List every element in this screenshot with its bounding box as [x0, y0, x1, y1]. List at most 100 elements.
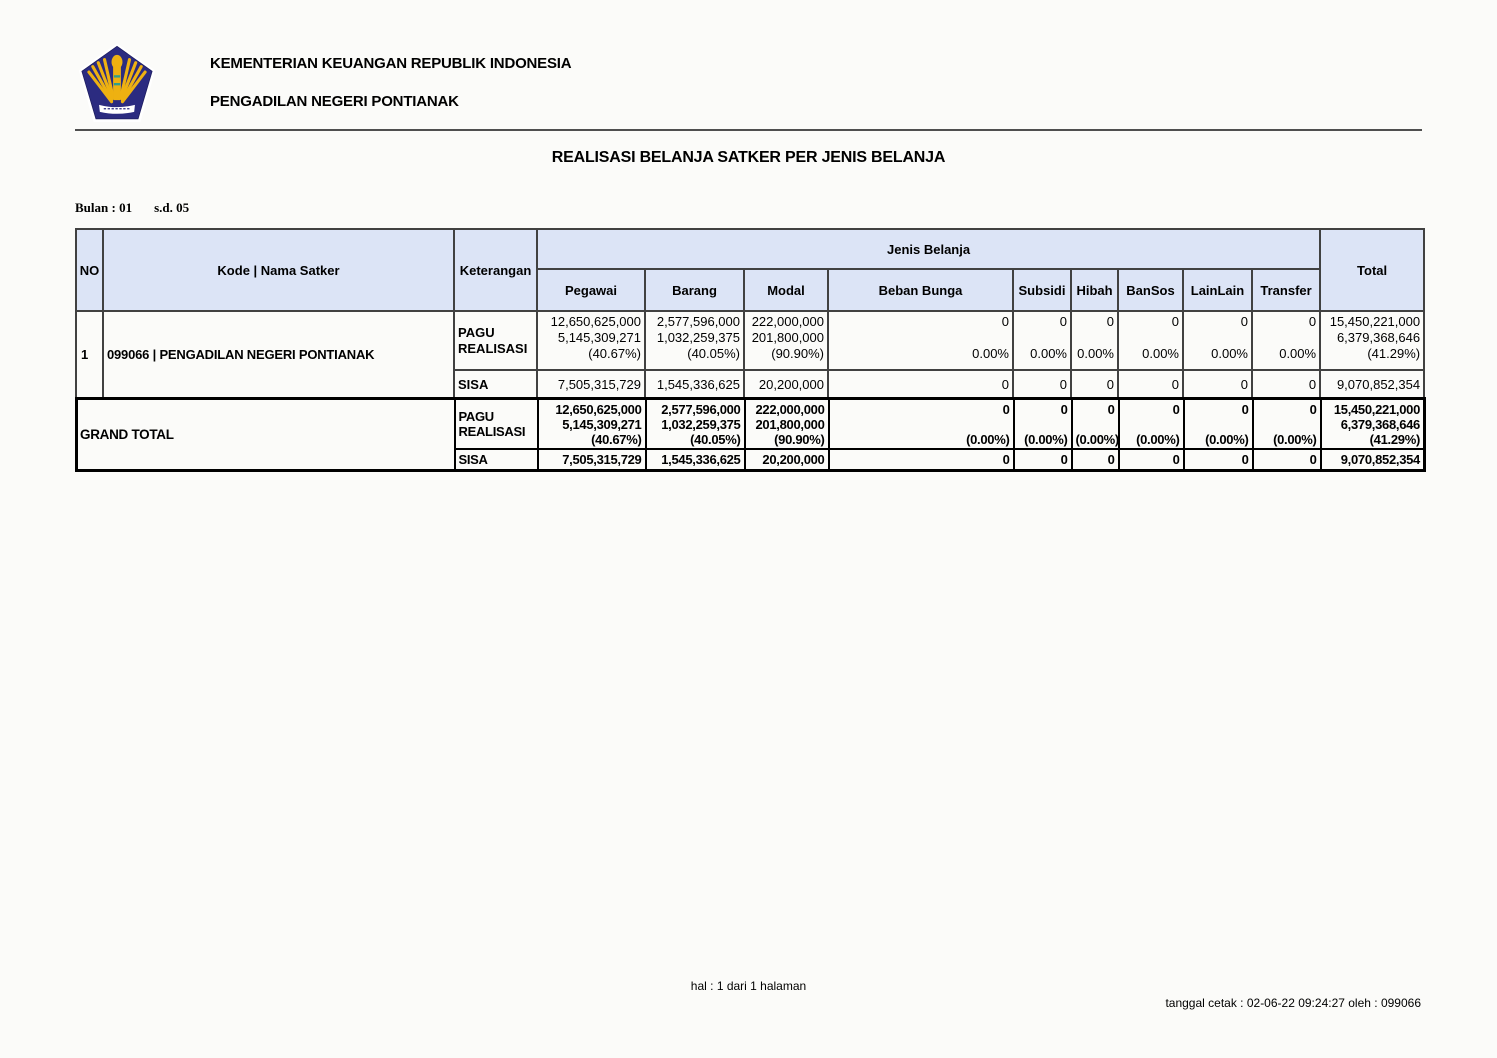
gt-pagu-pegawai: 12,650,625,000 5,145,309,271 (40.67%) [536, 397, 647, 450]
value-line: 0.00% [1142, 346, 1179, 361]
row1-sisa-hibah: 0 [1070, 369, 1119, 399]
value-line: 201,800,000 [755, 417, 825, 432]
value-line: 0.00% [1077, 346, 1114, 361]
row1-no: 1 [75, 310, 104, 399]
gt-sisa-pegawai: 7,505,315,729 [536, 447, 647, 472]
header-row-jenis: Pegawai Barang Modal Beban Bunga Subsidi… [76, 268, 1424, 312]
gt-pagu-beban-bunga: 0 (0.00%) [827, 397, 1015, 450]
col-header-modal: Modal [743, 268, 829, 312]
row1-sisa-modal: 20,200,000 [743, 369, 829, 399]
value-line: 0.00% [1211, 346, 1248, 361]
value-line [1188, 417, 1249, 432]
period-end: s.d. 05 [154, 200, 190, 215]
gt-sisa-transfer: 0 [1251, 447, 1322, 472]
value-line: (0.00%) [1136, 432, 1180, 447]
value-line: (41.29%) [1369, 432, 1421, 447]
value-line [1187, 330, 1248, 346]
satker-name-header: PENGADILAN NEGERI PONTIANAK [210, 93, 459, 110]
row1-pagu-total: 15,450,221,000 6,379,368,646 (41.29%) [1319, 310, 1426, 371]
gt-pagu-total: 15,450,221,000 6,379,368,646 (41.29%) [1319, 397, 1426, 450]
col-header-transfer: Transfer [1250, 268, 1322, 312]
row1-sisa-lainlain: 0 [1182, 369, 1253, 399]
ministry-name: KEMENTERIAN KEUANGAN REPUBLIK INDONESIA [210, 55, 572, 72]
col-header-hibah: Hibah [1070, 268, 1119, 312]
page-number-info: hal : 1 dari 1 halaman [690, 979, 807, 993]
row1-satker: 099066 | PENGADILAN NEGERI PONTIANAK [102, 310, 455, 399]
gt-pagu-bansos: 0 (0.00%) [1117, 397, 1185, 450]
value-line: 0 [1172, 402, 1180, 417]
value-line [1075, 330, 1114, 346]
value-line: 0.00% [1030, 346, 1067, 361]
value-line: (0.00%) [1075, 432, 1119, 447]
value-line [1018, 417, 1068, 432]
row1-sisa-transfer: 0 [1250, 369, 1322, 399]
row1-pagu-lainlain: 0 0.00% [1182, 310, 1253, 371]
value-line [1076, 417, 1115, 432]
gt-pagu-subsidi: 0 (0.00%) [1012, 397, 1073, 450]
value-line [1256, 330, 1316, 346]
value-line: 0 [1106, 314, 1114, 329]
gt-pagu-hibah: 0 (0.00%) [1070, 397, 1120, 450]
row1-sisa-barang: 1,545,336,625 [644, 369, 745, 399]
grand-total-sisa-row: SISA 7,505,315,729 1,545,336,625 20,200,… [77, 447, 1426, 472]
value-line: (40.05%) [690, 432, 741, 447]
gt-sisa-subsidi: 0 [1012, 447, 1073, 472]
value-line: 0 [1060, 402, 1068, 417]
value-line: (0.00%) [1024, 432, 1068, 447]
col-header-jenis-belanja: Jenis Belanja [535, 228, 1322, 270]
value-line: 15,450,221,000 [1333, 402, 1420, 417]
period-start: Bulan : 01 [75, 200, 133, 215]
value-line: (40.05%) [687, 346, 740, 361]
row1-sisa-pegawai: 7,505,315,729 [536, 369, 646, 399]
value-line: 0 [1107, 402, 1115, 417]
value-line: 5,145,309,271 [562, 417, 642, 432]
col-header-no: NO [75, 228, 104, 312]
print-timestamp-info: tanggal cetak : 02-06-22 09:24:27 oleh :… [1165, 996, 1421, 1010]
row1-pagu-pegawai: 12,650,625,000 5,145,309,271 (40.67%) [536, 310, 646, 371]
value-line: 0 [1240, 314, 1248, 329]
value-line: 0 [1309, 402, 1317, 417]
value-line: 0 [1241, 402, 1249, 417]
row1-sisa-bansos: 0 [1117, 369, 1184, 399]
period-line: Bulan : 01 s.d. 05 [75, 200, 189, 216]
label-pagu: PAGU [458, 324, 495, 340]
value-line [1017, 330, 1067, 346]
gt-sisa-total: 9,070,852,354 [1319, 447, 1426, 472]
value-line: (90.90%) [771, 346, 824, 361]
header-row-group: NO Kode | Nama Satker Keterangan Jenis B… [75, 228, 1426, 312]
value-line: 12,650,625,000 [550, 314, 641, 329]
col-header-bansos: BanSos [1117, 268, 1184, 312]
row1-pagu-bansos: 0 0.00% [1117, 310, 1184, 371]
value-line [1123, 417, 1180, 432]
col-header-satker: Kode | Nama Satker [102, 228, 455, 312]
value-line: (0.00%) [1205, 432, 1249, 447]
row1-sisa-subsidi: 0 [1012, 369, 1072, 399]
row1-pagu-realisasi: 1 099066 | PENGADILAN NEGERI PONTIANAK P… [75, 310, 1426, 399]
value-line: (0.00%) [966, 432, 1010, 447]
col-header-pegawai: Pegawai [536, 268, 646, 312]
realisasi-table: NO Kode | Nama Satker Keterangan Jenis B… [75, 228, 1426, 399]
value-line: 0.00% [1279, 346, 1317, 361]
value-line: (40.67%) [588, 346, 641, 361]
value-line: 0 [1171, 314, 1179, 329]
value-line: 5,145,309,271 [557, 330, 641, 345]
col-header-lainlain: LainLain [1182, 268, 1253, 312]
row1-pagu-modal: 222,000,000 201,800,000 (90.90%) [743, 310, 829, 371]
grand-total-label: GRAND TOTAL [75, 397, 456, 472]
col-header-beban-bunga: Beban Bunga [827, 268, 1014, 312]
value-line: (90.90%) [774, 432, 825, 447]
value-line: 0 [1001, 314, 1009, 329]
value-line: 12,650,625,000 [555, 402, 642, 417]
value-line: (41.29%) [1367, 346, 1421, 361]
gt-sisa-bansos: 0 [1117, 447, 1185, 472]
gt-keterangan-sisa: SISA [453, 447, 539, 472]
col-header-total: Total [1319, 228, 1426, 312]
letterhead-divider [75, 129, 1422, 131]
value-line [1122, 330, 1179, 346]
value-line: 6,379,368,646 [1336, 330, 1421, 345]
value-line: (40.67%) [591, 432, 642, 447]
gt-sisa-hibah: 0 [1070, 447, 1120, 472]
col-header-barang: Barang [644, 268, 745, 312]
grand-total-table: GRAND TOTAL PAGU REALISASI 12,650,625,00… [75, 397, 1426, 472]
value-line: 0.00% [972, 346, 1009, 361]
